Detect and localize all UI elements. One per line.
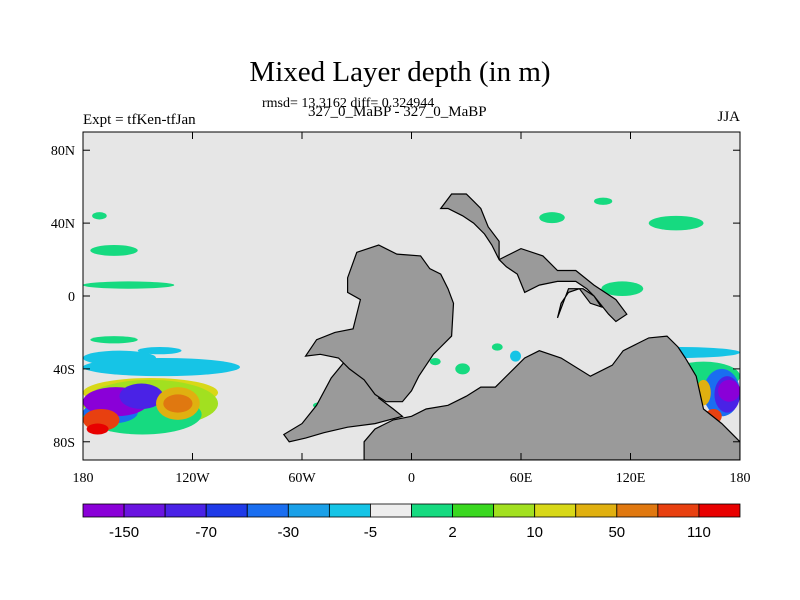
experiment-label: Expt = tfKen-tfJan xyxy=(83,112,196,128)
colorbar-swatch-13 xyxy=(616,503,659,518)
land-mass-3 xyxy=(439,193,628,323)
colorbar-label-0: -150 xyxy=(109,524,139,541)
colorbar-swatch-7 xyxy=(370,503,412,518)
rmsd-subtitle: rmsd= 13.3162 diff= 0.324944 xyxy=(262,96,435,111)
colorbar-swatch-12 xyxy=(575,503,618,518)
anomaly-region-34 xyxy=(429,357,441,366)
x-tick-label-0: 180 xyxy=(73,471,94,486)
anomaly-region-32 xyxy=(510,350,521,362)
anomaly-region-23 xyxy=(718,379,740,402)
anomaly-region-26 xyxy=(539,212,565,224)
y-tick-label-3: 40S xyxy=(53,363,75,378)
anomaly-region-9 xyxy=(86,423,109,435)
anomaly-region-17 xyxy=(648,215,704,231)
colorbar-swatch-11 xyxy=(534,503,577,518)
colorbar-swatch-9 xyxy=(452,503,495,518)
y-tick-label-1: 40N xyxy=(51,217,75,232)
colorbar-label-5: 10 xyxy=(526,524,543,541)
colorbar-swatch-3 xyxy=(205,503,248,518)
x-tick-label-3: 0 xyxy=(408,471,415,486)
anomaly-region-5 xyxy=(119,383,164,409)
x-tick-label-2: 60W xyxy=(288,471,316,486)
land-mass-1 xyxy=(304,244,455,403)
anomaly-region-16 xyxy=(137,347,182,355)
anomaly-region-14 xyxy=(90,244,138,256)
x-tick-label-6: 180 xyxy=(730,471,751,486)
anomaly-region-27 xyxy=(594,197,613,205)
colorbar-swatch-4 xyxy=(246,503,289,518)
anomaly-region-7 xyxy=(163,394,193,413)
land-mass-2 xyxy=(363,335,740,460)
colorbar-label-2: -30 xyxy=(277,524,299,541)
colorbar-label-6: 50 xyxy=(608,524,625,541)
x-tick-label-4: 60E xyxy=(510,471,533,486)
colorbar-label-7: 110 xyxy=(687,524,711,541)
anomaly-region-15 xyxy=(90,336,138,344)
anomaly-region-18 xyxy=(601,281,644,297)
colorbar-label-1: -70 xyxy=(195,524,217,541)
period-label: 327_0_MaBP - 327_0_MaBP xyxy=(308,104,487,120)
anomaly-region-13 xyxy=(92,212,107,220)
y-tick-label-2: 0 xyxy=(68,290,75,305)
anomaly-region-11 xyxy=(83,350,156,366)
colorbar-swatch-1 xyxy=(123,503,166,518)
anomaly-region-28 xyxy=(455,363,470,375)
x-tick-label-5: 120E xyxy=(616,471,646,486)
season-label: JJA xyxy=(717,109,740,125)
colorbar-swatch-10 xyxy=(493,503,536,518)
anomaly-region-12 xyxy=(83,281,175,289)
colorbar-swatch-2 xyxy=(164,503,207,518)
colorbar-swatch-15 xyxy=(698,503,741,518)
y-tick-label-0: 80N xyxy=(51,144,75,159)
x-tick-label-1: 120W xyxy=(175,471,210,486)
chart-title: Mixed Layer depth (in m) xyxy=(249,56,551,88)
y-tick-label-4: 80S xyxy=(53,436,75,451)
colorbar-swatch-8 xyxy=(411,503,453,518)
land-mass-4 xyxy=(556,287,603,319)
anomaly-region-33 xyxy=(491,343,503,351)
colorbar-swatch-6 xyxy=(328,503,371,518)
colorbar-swatch-5 xyxy=(287,503,330,518)
colorbar-label-3: -5 xyxy=(364,524,377,541)
colorbar-swatch-0 xyxy=(82,503,125,518)
colorbar-swatch-14 xyxy=(657,503,700,518)
colorbar-label-4: 2 xyxy=(448,524,456,541)
